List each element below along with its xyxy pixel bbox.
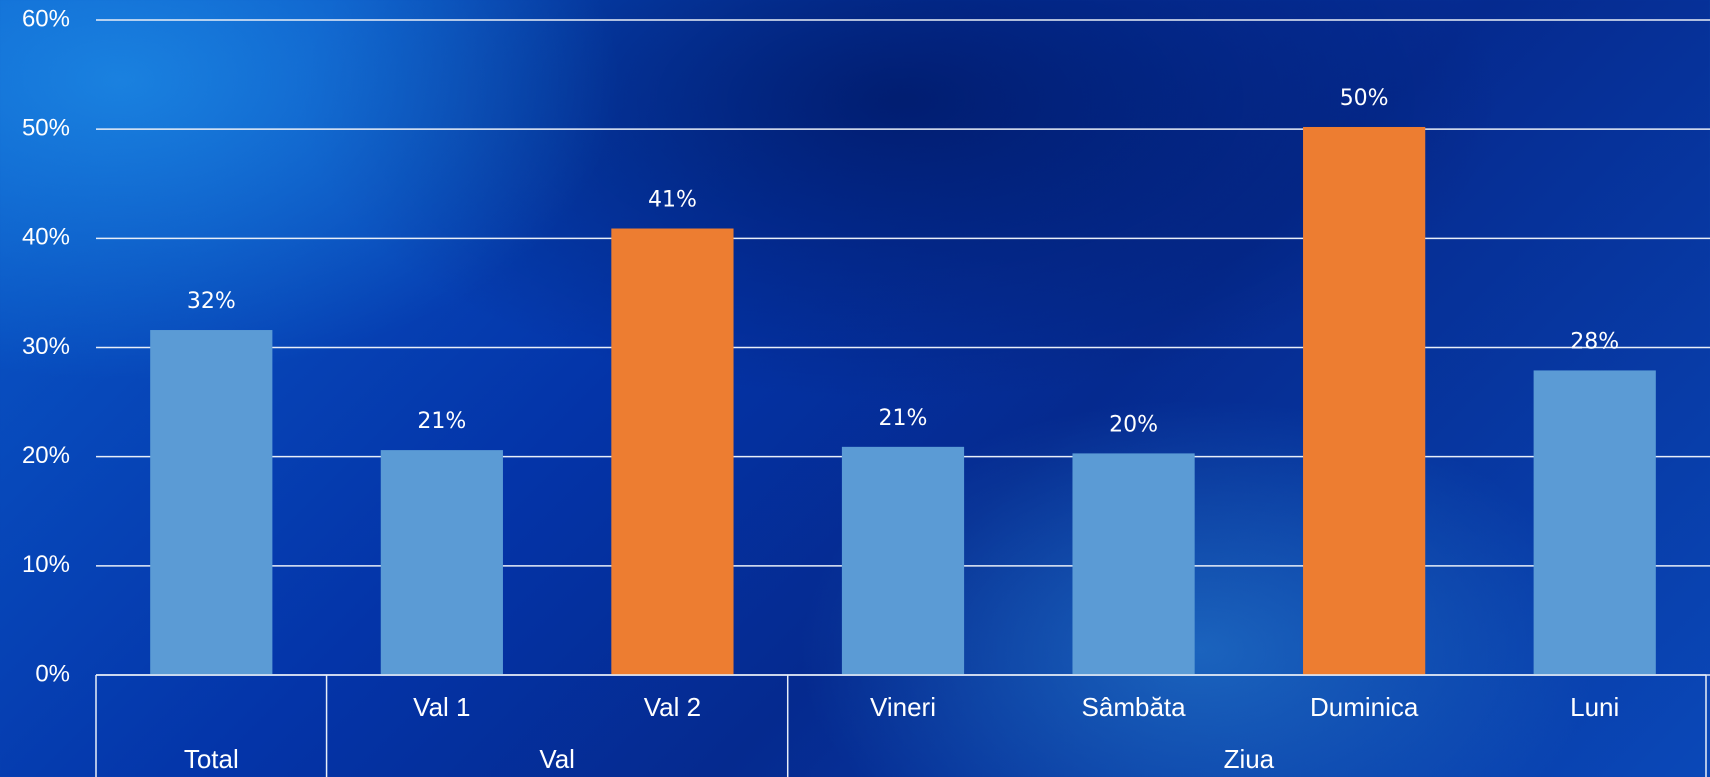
y-tick-label: 50% xyxy=(22,115,70,142)
data-label: 21% xyxy=(417,409,466,434)
x-tick-label: Luni xyxy=(1570,692,1619,722)
x-tick-label: Val 2 xyxy=(644,692,701,722)
bar xyxy=(1533,370,1656,675)
data-label: 20% xyxy=(1109,412,1158,437)
x-tick-label: Sâmbăta xyxy=(1082,692,1187,722)
y-tick-label: 0% xyxy=(35,660,70,687)
data-label: 41% xyxy=(648,188,697,213)
data-label: 28% xyxy=(1570,329,1619,354)
group-label: Ziua xyxy=(1224,744,1275,774)
x-tick-label: Duminica xyxy=(1310,692,1419,722)
y-tick-label: 10% xyxy=(22,551,70,578)
x-tick-label: Val 1 xyxy=(413,692,470,722)
bar xyxy=(1072,453,1195,675)
y-tick-label: 20% xyxy=(22,442,70,469)
data-label: 50% xyxy=(1340,86,1389,111)
bar xyxy=(841,446,965,675)
data-label: 32% xyxy=(187,289,236,314)
bar xyxy=(380,450,503,675)
bar xyxy=(1303,126,1426,675)
y-tick-label: 40% xyxy=(22,224,70,251)
x-tick-label: Vineri xyxy=(870,692,936,722)
data-label: 21% xyxy=(879,406,928,431)
bar xyxy=(150,330,273,675)
group-label: Total xyxy=(184,744,239,774)
y-tick-label: 30% xyxy=(22,333,70,360)
y-tick-label: 60% xyxy=(22,5,70,32)
bar xyxy=(611,228,734,675)
group-label: Val xyxy=(539,744,575,774)
